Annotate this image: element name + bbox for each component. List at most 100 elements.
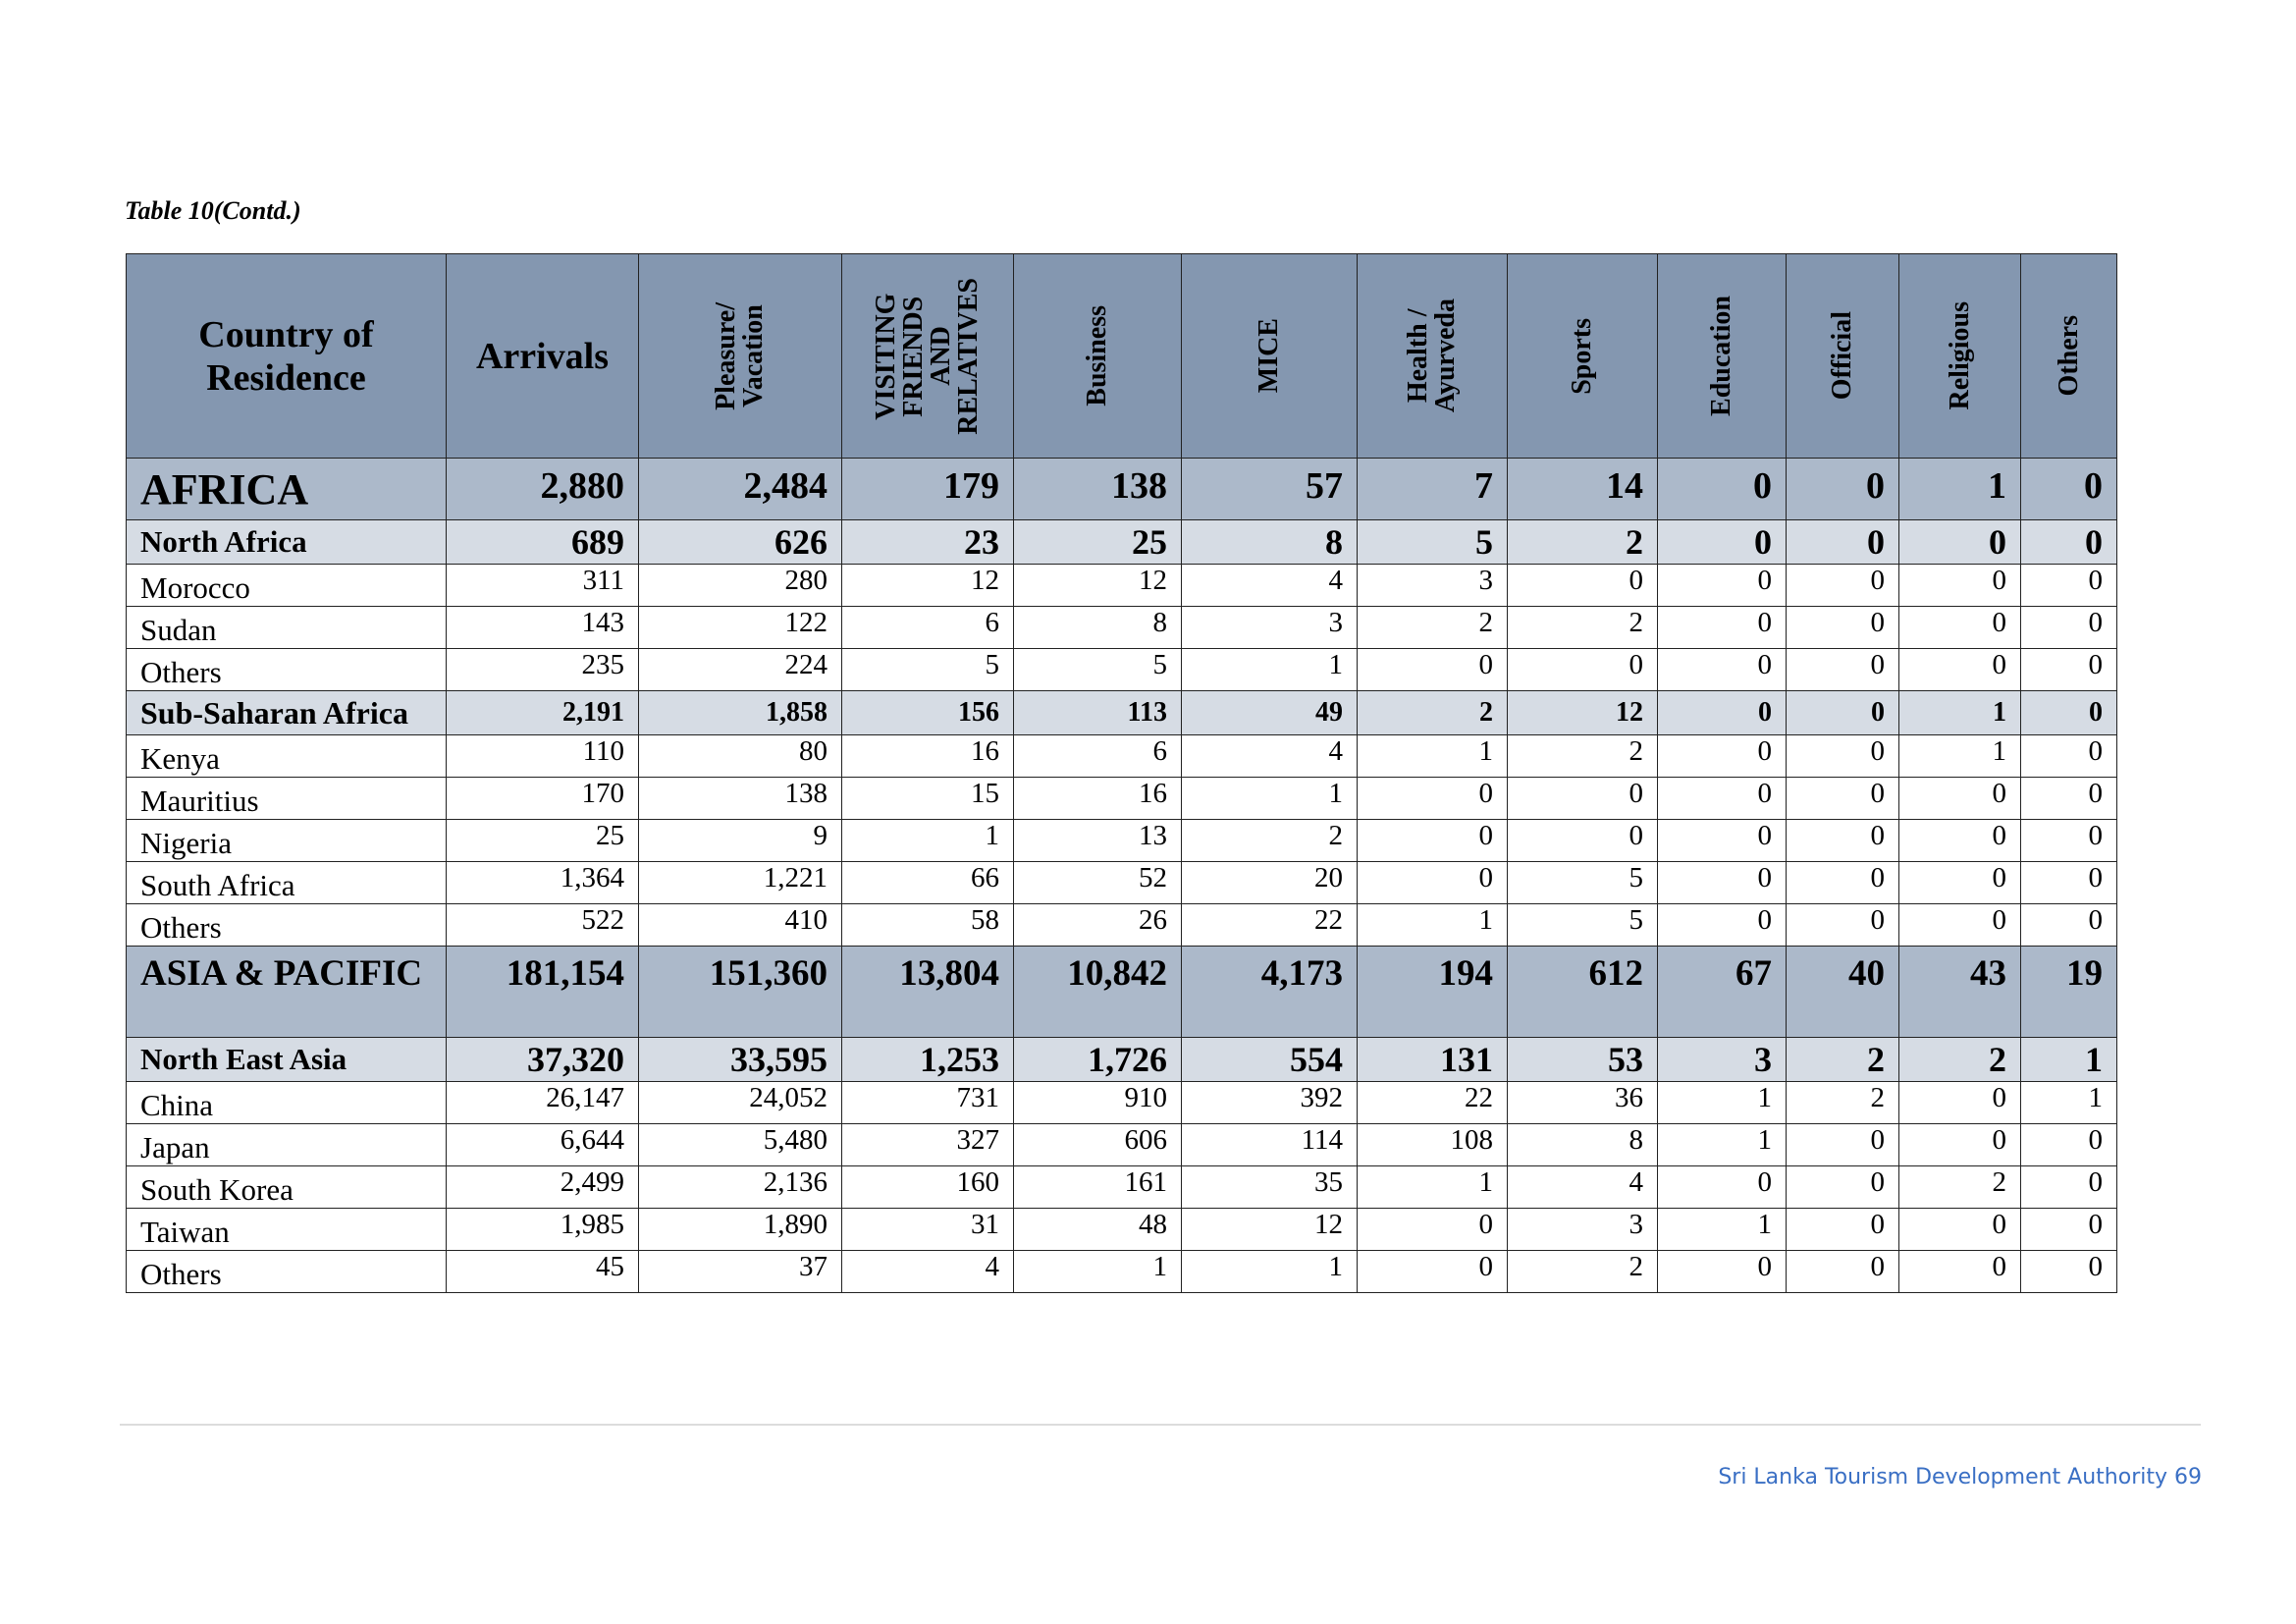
table-cell: 0 [1898, 861, 2021, 904]
table-cell: 36 [1507, 1081, 1658, 1124]
table-cell: 1 [2020, 1037, 2117, 1082]
table-cell: 0 [1898, 819, 2021, 862]
table-cell: 0 [1898, 1208, 2021, 1251]
table-cell: 1 [1898, 734, 2021, 778]
table-row: South Africa 1,364 1,221 66 52 20 0 5 0 0 0 0 [126, 861, 2117, 904]
table-cell: 22 [1357, 1081, 1508, 1124]
table-cell: 1 [2020, 1081, 2117, 1124]
table-cell: 16 [841, 734, 1014, 778]
table-cell: 25 [446, 819, 639, 862]
table-cell: 1,253 [841, 1037, 1014, 1082]
table-cell: 0 [1657, 861, 1787, 904]
table-cell: 689 [446, 519, 639, 565]
table-cell: 224 [638, 648, 842, 691]
table-cell: 0 [1657, 819, 1787, 862]
table-cell: 160 [841, 1165, 1014, 1209]
table-cell: 0 [1507, 564, 1658, 607]
table-cell: 1 [1181, 1250, 1358, 1293]
table-cell: 0 [1357, 648, 1508, 691]
table-cell: 2,484 [638, 458, 842, 520]
table-cell: 2 [1507, 606, 1658, 649]
table-cell: 8 [1507, 1123, 1658, 1166]
table-cell: 1 [1357, 734, 1508, 778]
row-label: Nigeria [126, 819, 447, 862]
table-cell: 0 [1786, 458, 1899, 520]
table-cell: 0 [2020, 861, 2117, 904]
table-cell: 179 [841, 458, 1014, 520]
table-cell: 0 [1657, 648, 1787, 691]
table-caption: Table 10(Contd.) [125, 196, 301, 225]
table-cell: 108 [1357, 1123, 1508, 1166]
row-label: Sub-Saharan Africa [126, 690, 447, 735]
table-cell: 0 [2020, 519, 2117, 565]
row-label: Sudan [126, 606, 447, 649]
table-cell: 626 [638, 519, 842, 565]
table-cell: 0 [2020, 606, 2117, 649]
table-cell: 1,890 [638, 1208, 842, 1251]
table-cell: 0 [1786, 1208, 1899, 1251]
table-cell: 410 [638, 903, 842, 947]
table-cell: 0 [2020, 458, 2117, 520]
table-cell: 0 [1357, 1250, 1508, 1293]
table-cell: 0 [1786, 564, 1899, 607]
table-cell: 2 [1181, 819, 1358, 862]
table-cell: 910 [1013, 1081, 1182, 1124]
table-row: South Korea 2,499 2,136 160 161 35 1 4 0 0 2 0 [126, 1165, 2117, 1209]
table-cell: 20 [1181, 861, 1358, 904]
table-cell: 37,320 [446, 1037, 639, 1082]
header-purpose: Religious [1898, 253, 2021, 459]
table-cell: 23 [841, 519, 1014, 565]
table-cell: 0 [2020, 564, 2117, 607]
header-purpose: Education [1657, 253, 1787, 459]
table-cell: 0 [1786, 648, 1899, 691]
table-cell: 2 [1507, 519, 1658, 565]
table-row: North East Asia 37,320 33,595 1,253 1,726 554… [126, 1037, 2117, 1082]
table-cell: 10,842 [1013, 946, 1182, 1038]
table-cell: 2 [1507, 734, 1658, 778]
table-cell: 8 [1013, 606, 1182, 649]
header-country: Country of Residence [126, 253, 447, 459]
table-cell: 2 [1357, 690, 1508, 735]
table-cell: 0 [1786, 777, 1899, 820]
table-cell: 0 [1657, 903, 1787, 947]
table-cell: 4,173 [1181, 946, 1358, 1038]
table-cell: 13,804 [841, 946, 1014, 1038]
table-cell: 1,364 [446, 861, 639, 904]
table-cell: 3 [1657, 1037, 1787, 1082]
table-cell: 0 [2020, 1165, 2117, 1209]
table-cell: 0 [1657, 519, 1787, 565]
table-cell: 0 [1657, 777, 1787, 820]
table-cell: 0 [1786, 606, 1899, 649]
table-cell: 0 [1657, 1165, 1787, 1209]
table-cell: 31 [841, 1208, 1014, 1251]
header-purpose: Others [2020, 253, 2117, 459]
table-cell: 1,221 [638, 861, 842, 904]
table-cell: 14 [1507, 458, 1658, 520]
row-label: Others [126, 1250, 447, 1293]
table-cell: 0 [1507, 777, 1658, 820]
table-cell: 0 [1657, 734, 1787, 778]
table-cell: 131 [1357, 1037, 1508, 1082]
table-cell: 0 [1898, 648, 2021, 691]
table-row: Morocco 311 280 12 12 4 3 0 0 0 0 0 [126, 564, 2117, 607]
table-row: Sub-Saharan Africa 2,191 1,858 156 113 49 2 12 0… [126, 690, 2117, 735]
table-cell: 0 [1357, 861, 1508, 904]
table-cell: 3 [1181, 606, 1358, 649]
table-cell: 0 [2020, 1250, 2117, 1293]
table-cell: 2 [1357, 606, 1508, 649]
table-cell: 6 [1013, 734, 1182, 778]
table-cell: 0 [1357, 1208, 1508, 1251]
table-cell: 0 [1357, 777, 1508, 820]
table-cell: 5 [1357, 519, 1508, 565]
table-cell: 0 [1786, 819, 1899, 862]
table-cell: 2 [1786, 1081, 1899, 1124]
table-cell: 0 [1657, 1250, 1787, 1293]
table-cell: 12 [841, 564, 1014, 607]
table-cell: 25 [1013, 519, 1182, 565]
table-cell: 0 [1507, 648, 1658, 691]
table-cell: 37 [638, 1250, 842, 1293]
table-cell: 1,726 [1013, 1037, 1182, 1082]
table-cell: 280 [638, 564, 842, 607]
table-cell: 4 [1181, 734, 1358, 778]
row-label: China [126, 1081, 447, 1124]
